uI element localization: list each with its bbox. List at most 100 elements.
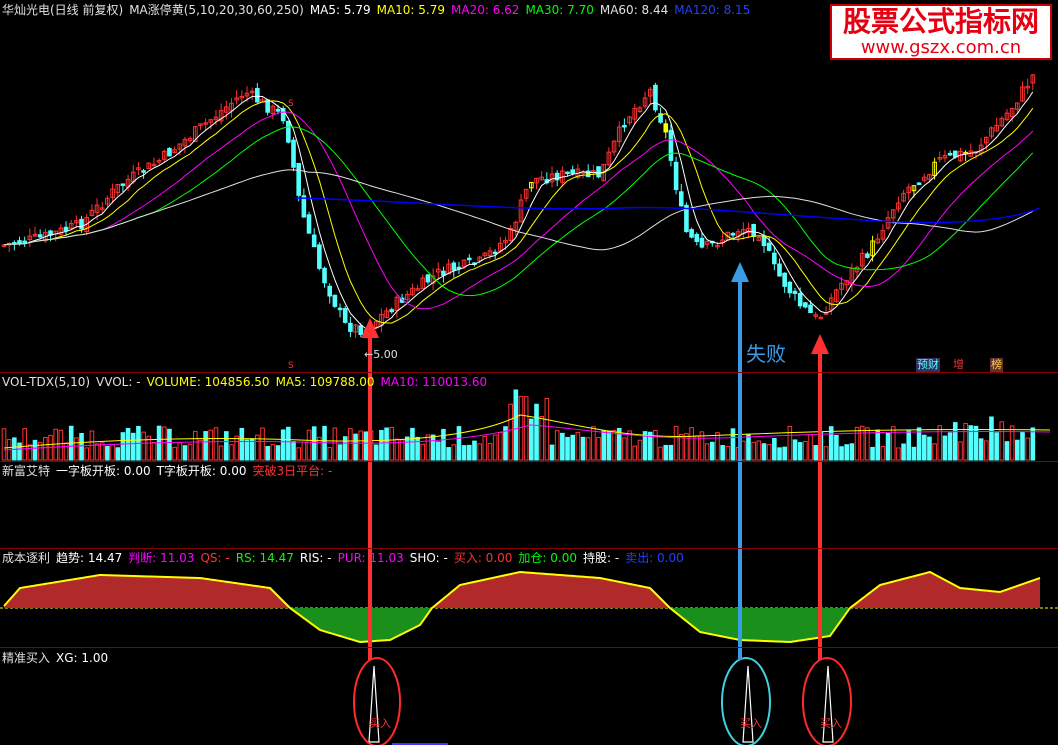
volume-bar <box>425 434 431 461</box>
badge-increase[interactable]: 增 <box>953 358 964 371</box>
volume-bar <box>725 446 731 461</box>
candle-body <box>115 183 121 194</box>
candle-body <box>68 222 74 230</box>
breakout-value: 突破3日平台: - <box>252 464 333 478</box>
volume-bar <box>317 436 322 461</box>
volume-bar <box>239 427 245 461</box>
candle-body <box>642 97 648 107</box>
candle-body <box>797 293 803 307</box>
bottom-marker: S <box>288 361 294 371</box>
volume-bar <box>968 425 974 461</box>
volume-bar <box>105 445 110 461</box>
vol-ma10-value: MA10: 110013.60 <box>380 375 488 389</box>
top-marker: S <box>288 99 294 109</box>
volume-bar <box>218 445 224 461</box>
badge-forecast[interactable]: 预财 <box>916 358 940 372</box>
candle-body <box>684 204 689 233</box>
candle-body <box>730 233 736 236</box>
candle-body <box>37 234 43 238</box>
volume-bar <box>461 445 467 461</box>
ma-indicator-label: MA涨停黄(5,10,20,30,60,250) <box>129 3 304 17</box>
candle-body <box>565 171 570 175</box>
candle-body <box>1030 74 1036 84</box>
candle-body <box>410 287 415 296</box>
vol-ma5-value: MA5: 109788.00 <box>275 375 375 389</box>
volume-bar <box>622 437 627 461</box>
stock-title: 华灿光电(日线 前复权) <box>2 3 124 17</box>
candle-body <box>89 209 95 216</box>
ma10-line <box>3 100 1034 324</box>
volume-bar <box>580 436 586 461</box>
volume-bar <box>446 447 451 461</box>
candle-body <box>508 227 513 241</box>
candle-body <box>389 309 395 313</box>
volume-bar <box>616 427 622 461</box>
volume-bar <box>730 428 736 461</box>
candle-body <box>467 257 472 261</box>
volume-bar <box>1020 431 1025 461</box>
candle-body <box>766 242 772 251</box>
volume-bar <box>601 430 607 461</box>
candle-body <box>306 214 312 234</box>
volume-bar <box>410 427 415 461</box>
candle-body <box>105 197 110 205</box>
candle-body <box>906 186 912 194</box>
volume-bar <box>565 436 570 461</box>
candle-body <box>425 274 431 283</box>
signal-circle-red <box>802 657 852 745</box>
volume-bar <box>167 428 172 461</box>
badge-list[interactable]: 榜 <box>990 358 1003 372</box>
candle-body <box>585 170 591 178</box>
volume-bar <box>859 425 865 461</box>
candle-body <box>322 267 327 284</box>
panel-divider <box>0 372 1058 373</box>
volume-bar <box>430 434 436 461</box>
candle-body <box>627 116 632 124</box>
candle-body <box>554 172 560 181</box>
volume-bar <box>37 441 43 461</box>
volume-bar <box>441 428 446 461</box>
low-price-label: ←5.00 <box>364 348 398 361</box>
volume-bar <box>229 444 234 461</box>
candle-body <box>984 136 989 144</box>
volume-bar <box>756 440 762 461</box>
candle-body <box>549 173 555 183</box>
candle-body <box>161 150 167 160</box>
candle-body <box>658 113 663 123</box>
candle-body <box>668 129 674 161</box>
precise-buy-header: 精准买入 XG: 1.00 <box>2 651 114 665</box>
candle-body <box>32 233 38 237</box>
volume-bar <box>415 436 420 461</box>
candle-body <box>218 110 224 122</box>
rs-value: RS: 14.47 <box>235 551 294 565</box>
volume-bar <box>890 426 896 461</box>
candle-body <box>1020 86 1025 102</box>
trend-value: 趋势: 14.47 <box>56 551 123 565</box>
candle-body <box>715 244 720 248</box>
volume-bar <box>694 435 700 461</box>
candle-body <box>291 139 296 168</box>
panel-divider <box>0 461 1058 462</box>
volume-bar <box>787 425 793 461</box>
volume-bar <box>844 444 850 461</box>
candle-body <box>901 192 906 202</box>
volume-bar <box>916 427 922 461</box>
volume-bar <box>420 443 426 461</box>
candle-body <box>487 250 493 257</box>
volume-bar <box>327 447 333 461</box>
candle-body <box>420 277 426 290</box>
buy-arrow-red-head <box>811 334 829 354</box>
candle-body <box>234 97 239 101</box>
candle-body <box>596 166 601 178</box>
volume-bar <box>921 434 927 461</box>
volume-bar <box>115 447 121 461</box>
candle-body <box>689 229 694 238</box>
buy-signal-spike <box>742 665 754 743</box>
candle-body <box>404 293 410 301</box>
signal-circle-cyan <box>721 657 771 745</box>
volume-bar <box>1030 427 1036 461</box>
candle-body <box>120 183 126 186</box>
logo-text-cn: 股票公式指标网 <box>842 5 1039 38</box>
volume-bar <box>632 445 638 461</box>
